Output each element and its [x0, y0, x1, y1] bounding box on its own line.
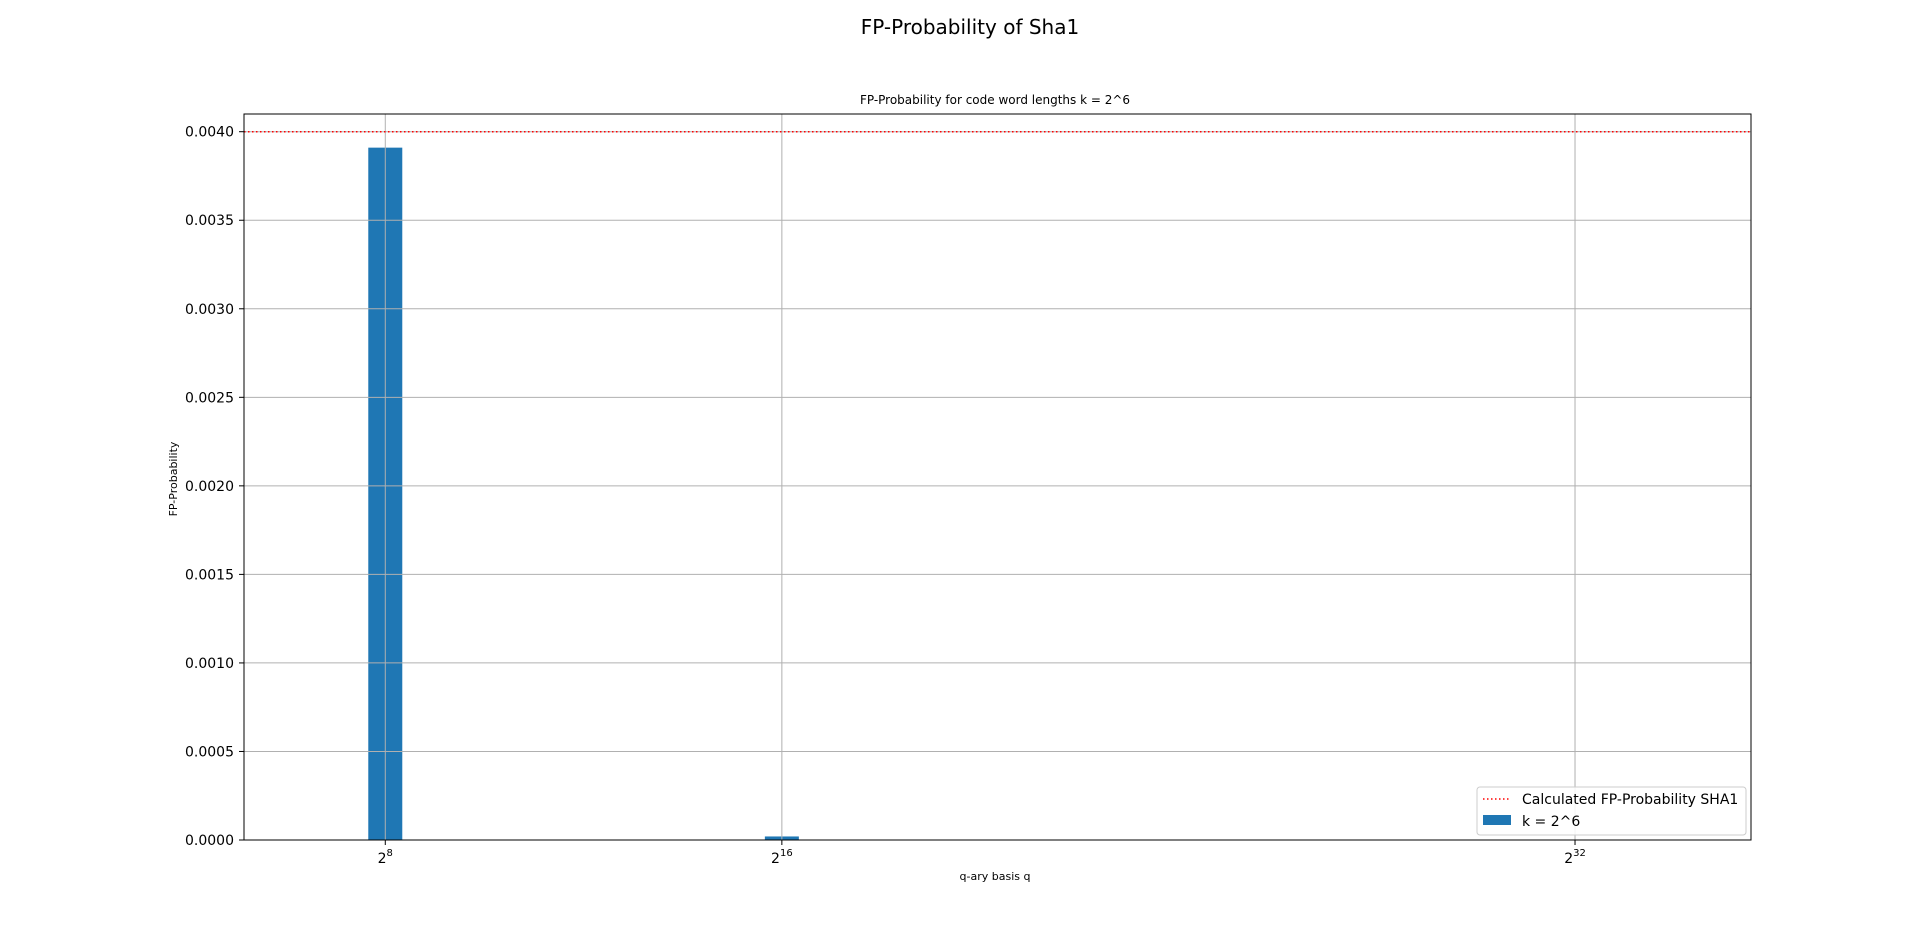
x-tick-label: 232: [1564, 848, 1586, 867]
y-tick-label: 0.0035: [185, 213, 234, 229]
y-tick-label: 0.0010: [185, 656, 234, 672]
plot-frame: [243, 113, 1752, 841]
legend-label-series: k = 2^6: [1522, 814, 1580, 830]
y-tick-label: 0.0030: [185, 302, 234, 318]
x-axis-label: q-ary basis q: [960, 870, 1031, 883]
legend-box: [1476, 786, 1747, 836]
y-tick-label: 0.0040: [185, 125, 234, 141]
x-tick-label: 216: [771, 848, 793, 867]
figure-suptitle: FP-Probability of Sha1: [861, 15, 1079, 39]
bars: [368, 147, 799, 840]
x-axis-ticks: 28 216 232: [378, 840, 1586, 867]
y-tick-label: 0.0005: [185, 744, 234, 760]
chart-title: FP-Probability for code word lengths k =…: [860, 93, 1130, 107]
legend-bar-swatch: [1483, 815, 1511, 825]
legend: Calculated FP-Probability SHA1 k = 2^6: [1476, 786, 1747, 836]
y-tick-label: 0.0015: [185, 567, 234, 583]
x-tick-label: 28: [378, 848, 393, 867]
y-tick-label: 0.0000: [185, 833, 234, 849]
y-axis-ticks: 0.0000 0.0005 0.0010 0.0015 0.0020 0.0025 0.00…: [185, 125, 244, 849]
y-tick-label: 0.0025: [185, 390, 234, 406]
y-tick-label: 0.0020: [185, 479, 234, 495]
grid-lines: [244, 114, 1751, 841]
y-axis-label: FP-Probability: [167, 441, 180, 516]
legend-label-reference: Calculated FP-Probability SHA1: [1522, 792, 1738, 808]
